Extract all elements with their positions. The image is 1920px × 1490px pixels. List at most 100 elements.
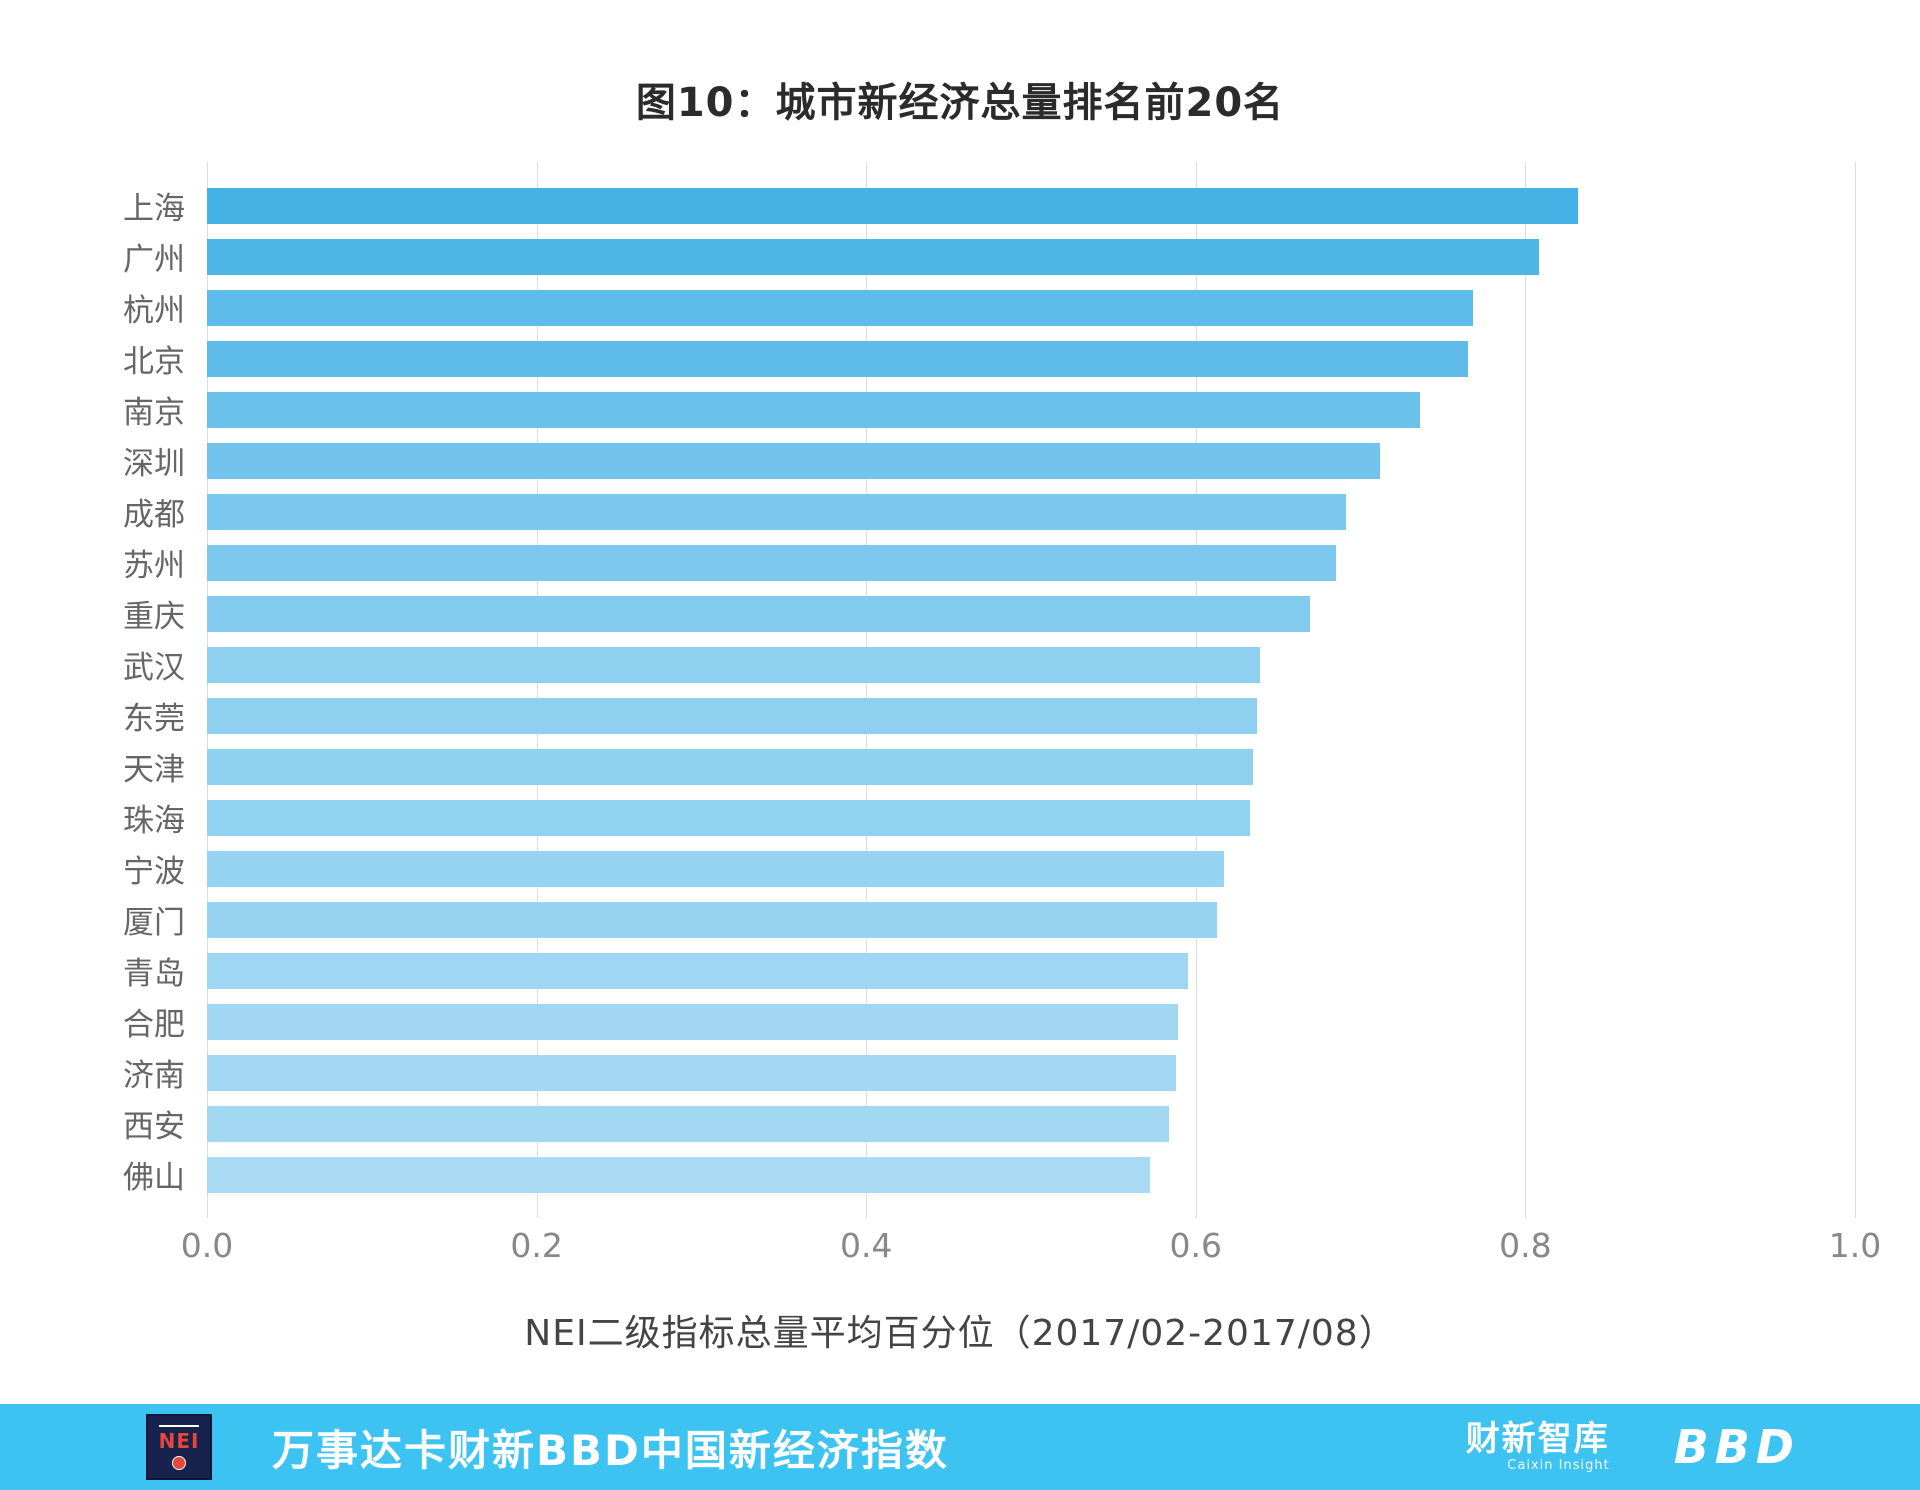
bar-track <box>207 1047 1855 1098</box>
y-axis-label: 东莞 <box>123 701 185 737</box>
footer-banner: NEI 万事达卡财新BBD中国新经济指数 财新智库 Caixin Insight… <box>0 1404 1920 1490</box>
gridline <box>536 162 538 1218</box>
y-axis-label: 重庆 <box>123 599 185 635</box>
bar <box>207 1105 1170 1142</box>
bar <box>207 493 1346 530</box>
bar <box>207 1156 1150 1193</box>
y-axis-label: 成都 <box>123 497 185 533</box>
bar-track <box>207 792 1855 843</box>
bar-row: 武汉 <box>0 639 1920 690</box>
bar-row: 上海 <box>0 180 1920 231</box>
y-axis-label: 深圳 <box>123 446 185 482</box>
gridline <box>207 162 208 1218</box>
bar <box>207 391 1420 428</box>
y-axis-label: 西安 <box>123 1109 185 1145</box>
bar-row: 西安 <box>0 1098 1920 1149</box>
bbd-logo: BBD <box>1673 1420 1800 1474</box>
bar-track <box>207 894 1855 945</box>
nei-logo-dot <box>172 1455 186 1470</box>
bar-track <box>207 690 1855 741</box>
bar <box>207 646 1261 683</box>
y-axis-label: 武汉 <box>123 650 185 686</box>
gridline <box>1855 162 1856 1218</box>
bar <box>207 238 1539 275</box>
bar <box>207 442 1381 479</box>
bar <box>207 748 1254 785</box>
x-tick-label: 1.0 <box>1828 1226 1882 1265</box>
y-axis-label: 济南 <box>123 1058 185 1094</box>
bar-chart: 上海广州杭州北京南京深圳成都苏州重庆武汉东莞天津珠海宁波厦门青岛合肥济南西安佛山… <box>0 162 1920 1356</box>
bar <box>207 340 1468 377</box>
x-tick-label: 0.8 <box>1499 1226 1552 1265</box>
y-axis-label: 佛山 <box>123 1160 185 1196</box>
caixin-insight-logo: 财新智库 Caixin Insight <box>1465 1418 1610 1474</box>
bar-row: 成都 <box>0 486 1920 537</box>
y-axis-label: 合肥 <box>123 1007 185 1043</box>
bar-row: 珠海 <box>0 792 1920 843</box>
bar <box>207 1054 1177 1091</box>
bar-rows: 上海广州杭州北京南京深圳成都苏州重庆武汉东莞天津珠海宁波厦门青岛合肥济南西安佛山 <box>0 180 1920 1200</box>
gridline <box>1195 162 1197 1218</box>
bar <box>207 799 1251 836</box>
y-axis-label: 广州 <box>123 242 185 278</box>
bar-track <box>207 588 1855 639</box>
bar <box>207 850 1224 887</box>
bar-row: 杭州 <box>0 282 1920 333</box>
bar <box>207 289 1473 326</box>
bar <box>207 187 1579 224</box>
y-axis-label: 青岛 <box>123 956 185 992</box>
bar-track <box>207 945 1855 996</box>
x-tick-label: 0.2 <box>510 1226 563 1265</box>
bar-row: 宁波 <box>0 843 1920 894</box>
y-axis-label: 厦门 <box>123 905 185 941</box>
y-axis-label: 宁波 <box>123 854 185 890</box>
bar <box>207 1003 1178 1040</box>
bar-track <box>207 282 1855 333</box>
bar-row: 重庆 <box>0 588 1920 639</box>
y-axis-label: 南京 <box>123 395 185 431</box>
x-tick-label: 0.6 <box>1169 1226 1223 1265</box>
bar <box>207 952 1188 989</box>
bar-row: 天津 <box>0 741 1920 792</box>
bar-track <box>207 741 1855 792</box>
bar-row: 深圳 <box>0 435 1920 486</box>
bar-row: 苏州 <box>0 537 1920 588</box>
bar-row: 东莞 <box>0 690 1920 741</box>
bar <box>207 901 1218 938</box>
bar <box>207 544 1336 581</box>
nei-logo-text: NEI <box>158 1428 200 1453</box>
bar-row: 南京 <box>0 384 1920 435</box>
bar-row: 广州 <box>0 231 1920 282</box>
bar-row: 济南 <box>0 1047 1920 1098</box>
x-axis-label: NEI二级指标总量平均百分位（2017/02-2017/08） <box>524 1313 1396 1354</box>
bar <box>207 595 1310 632</box>
y-axis-label: 苏州 <box>123 548 185 584</box>
bar-row: 北京 <box>0 333 1920 384</box>
chart-title: 图10：城市新经济总量排名前20名 <box>635 80 1285 126</box>
x-axis-ticks: 0.0 0.2 0.4 0.6 0.8 1.0 <box>181 1226 1881 1270</box>
bar-track <box>207 843 1855 894</box>
bar-row: 厦门 <box>0 894 1920 945</box>
footer-logos: 财新智库 Caixin Insight BBD <box>1466 1420 1800 1474</box>
y-axis-label: 珠海 <box>123 803 185 839</box>
bar-rows-container: 上海广州杭州北京南京深圳成都苏州重庆武汉东莞天津珠海宁波厦门青岛合肥济南西安佛山 <box>0 162 1920 1218</box>
caixin-logo-text: 财新智库 <box>1465 1418 1610 1459</box>
x-tick-label: 0.4 <box>839 1226 893 1265</box>
grid <box>207 162 1856 1218</box>
bar-row: 青岛 <box>0 945 1920 996</box>
y-axis-label: 北京 <box>123 344 185 380</box>
nei-logo: NEI <box>146 1414 212 1480</box>
y-axis-label: 天津 <box>123 752 185 788</box>
caixin-logo-subtext: Caixin Insight <box>1507 1458 1610 1474</box>
y-axis-label: 上海 <box>123 191 185 227</box>
gridline <box>866 162 868 1218</box>
nei-logo-line <box>159 1424 199 1427</box>
bar-track <box>207 231 1855 282</box>
gridline <box>1525 162 1527 1218</box>
bar-track <box>207 996 1855 1047</box>
bar-track <box>207 486 1855 537</box>
bar-track <box>207 333 1855 384</box>
bar-row: 佛山 <box>0 1149 1920 1200</box>
bar <box>207 697 1257 734</box>
bar-track <box>207 180 1855 231</box>
